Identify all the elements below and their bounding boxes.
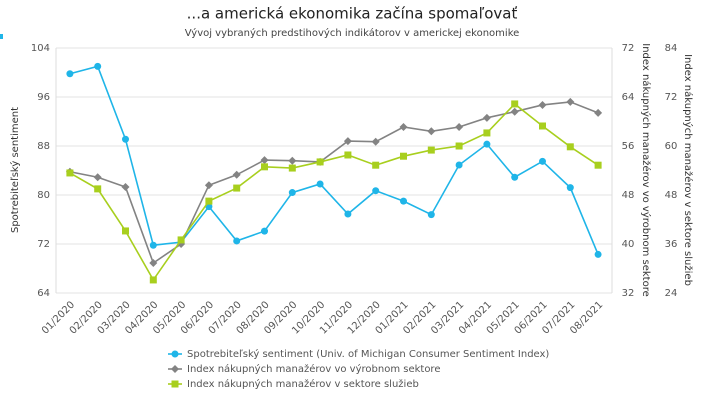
data-point [66, 70, 74, 78]
decoration [0, 34, 3, 39]
y2-tick-label: 64 [622, 92, 635, 103]
data-point [455, 142, 463, 150]
y3-tick-label: 60 [665, 141, 678, 152]
data-point [288, 156, 297, 165]
data-point [482, 113, 491, 122]
data-point [539, 157, 546, 165]
y2-tick-label: 72 [622, 43, 635, 54]
chart-title: ...a americká ekonomika začína spomaľova… [187, 5, 518, 23]
legend-marker [171, 365, 179, 373]
data-point [288, 164, 296, 172]
data-point [122, 227, 129, 235]
data-point [316, 180, 324, 188]
data-point [538, 100, 547, 109]
data-point [93, 173, 102, 182]
data-point [343, 137, 352, 146]
data-point [427, 146, 435, 154]
data-point [261, 227, 268, 235]
y3-axis-title: Index nákupných manažérov v sektore služ… [682, 54, 694, 286]
data-point [149, 258, 158, 267]
data-point [594, 161, 602, 169]
y-tick-label: 88 [37, 141, 50, 152]
y-tick-label: 72 [37, 239, 50, 250]
data-point [483, 129, 491, 137]
y3-tick-label: 36 [665, 239, 678, 250]
data-point [455, 123, 464, 132]
data-point [566, 97, 575, 106]
data-point [204, 181, 213, 190]
data-point [122, 135, 129, 143]
data-point [121, 183, 130, 192]
data-point [232, 170, 241, 179]
legend-label: Spotrebiteľský sentiment (Univ. of Michi… [187, 348, 549, 360]
data-point [372, 161, 380, 169]
legend-marker [171, 380, 179, 388]
data-point [371, 137, 380, 146]
data-point [539, 122, 546, 130]
data-point [400, 152, 407, 160]
data-point [205, 197, 213, 205]
y2-tick-label: 40 [622, 239, 635, 250]
y2-axis-title: Index nákupných manažérov vo výrobnom se… [640, 43, 652, 296]
data-point [511, 100, 519, 108]
data-point [344, 210, 352, 218]
data-point [316, 158, 324, 166]
series-line [69, 65, 599, 255]
data-point [177, 236, 185, 244]
y3-tick-label: 72 [665, 92, 678, 103]
data-point [483, 140, 491, 148]
data-point [594, 250, 602, 258]
data-point [510, 107, 519, 116]
y3-tick-label: 48 [665, 190, 678, 201]
data-point [261, 163, 268, 171]
y3-tick-label: 24 [665, 288, 678, 299]
legend-label: Index nákupných manažérov vo výrobnom se… [187, 363, 440, 375]
data-point [372, 187, 380, 195]
y-tick-label: 64 [37, 288, 50, 299]
data-point [427, 127, 436, 136]
data-point [400, 197, 407, 205]
chart-subtitle: Vývoj vybraných predstihových indikátoro… [185, 27, 520, 39]
data-point [566, 184, 574, 192]
data-point [344, 151, 352, 159]
series-line [69, 102, 599, 282]
data-point [455, 161, 463, 169]
data-point [94, 62, 102, 70]
data-point [233, 184, 241, 192]
data-point [288, 189, 296, 197]
data-point [260, 156, 269, 165]
data-point [149, 276, 157, 284]
data-point [94, 185, 102, 193]
series-line [69, 101, 599, 265]
data-point [149, 241, 157, 249]
y-axis-title: Spotrebiteľský sentiment [9, 107, 21, 233]
data-point [566, 143, 574, 151]
y-tick-label: 96 [37, 92, 50, 103]
y-tick-label: 104 [31, 43, 50, 54]
data-point [233, 237, 241, 245]
data-point [511, 173, 519, 181]
y-tick-label: 80 [37, 190, 50, 201]
y3-tick-label: 84 [665, 43, 678, 54]
data-point [427, 211, 435, 219]
y2-tick-label: 48 [622, 190, 635, 201]
legend-marker [171, 350, 179, 358]
legend-label: Index nákupných manažérov v sektore služ… [187, 378, 419, 390]
data-point [594, 108, 603, 117]
y2-tick-label: 32 [622, 288, 635, 299]
y2-tick-label: 56 [622, 141, 635, 152]
data-point [399, 123, 408, 132]
data-point [66, 169, 74, 177]
